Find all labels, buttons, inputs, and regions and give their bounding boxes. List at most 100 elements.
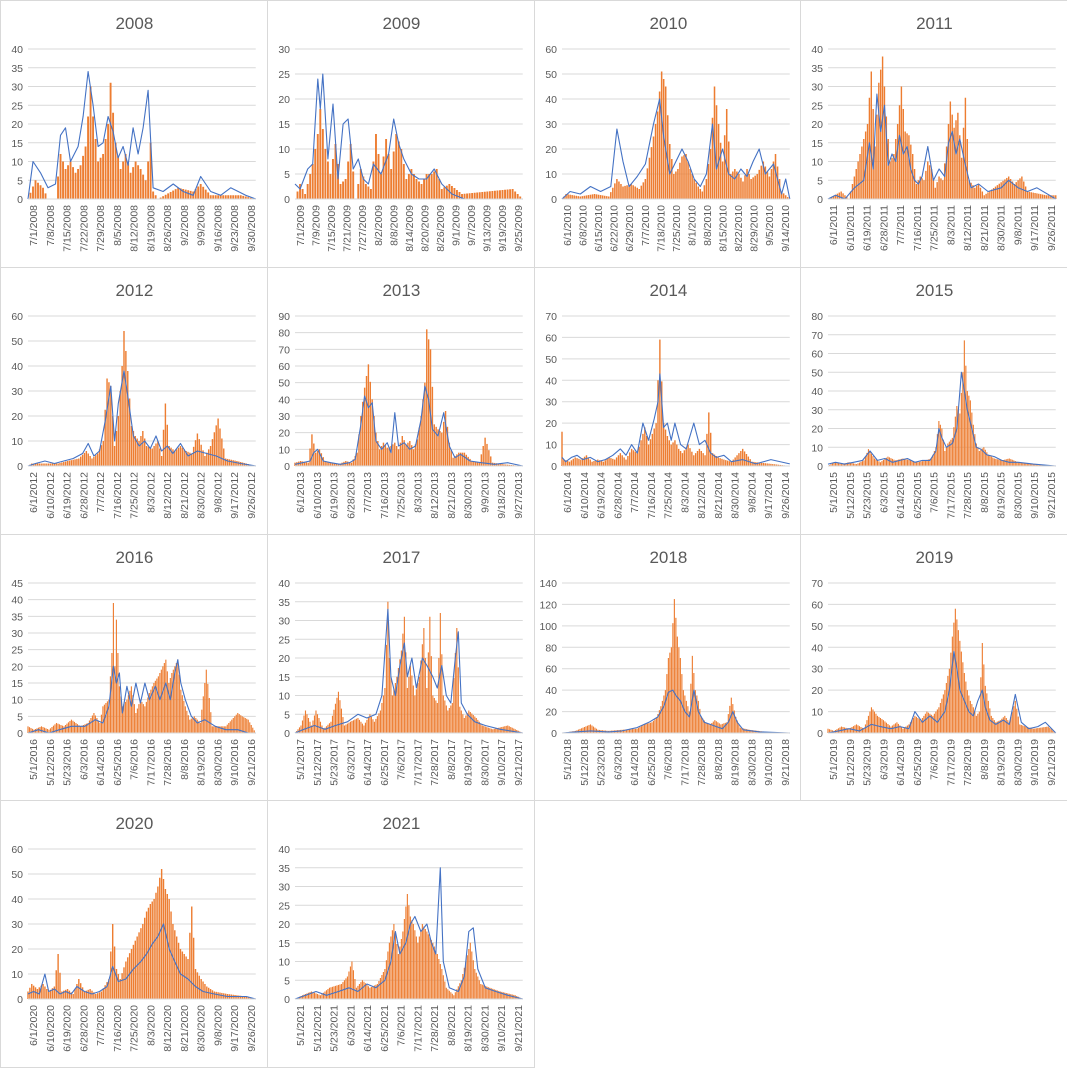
bar xyxy=(496,191,498,200)
bar xyxy=(387,952,388,1000)
bar xyxy=(92,117,94,200)
bar xyxy=(150,904,151,999)
bar xyxy=(345,724,346,732)
bar xyxy=(393,689,394,733)
x-tick-label: 7/7/2012 xyxy=(95,472,107,513)
x-tick-label: 9/10/2016 xyxy=(229,738,241,785)
bar xyxy=(468,193,470,199)
bar xyxy=(480,984,481,999)
bar xyxy=(161,869,162,999)
bar xyxy=(356,718,357,732)
bar xyxy=(66,723,67,732)
bar xyxy=(67,989,68,999)
x-tick-label: 6/28/2013 xyxy=(345,472,357,519)
bar xyxy=(428,935,429,1000)
bar xyxy=(167,894,168,999)
bar xyxy=(417,943,418,999)
bar xyxy=(366,985,367,999)
bar xyxy=(486,727,487,733)
bar xyxy=(627,456,628,466)
bar xyxy=(1016,708,1017,732)
bar xyxy=(458,192,460,199)
bar xyxy=(601,195,603,199)
bar xyxy=(721,162,723,200)
bar xyxy=(978,713,979,732)
bar xyxy=(852,727,853,733)
bar xyxy=(110,83,112,199)
bar xyxy=(348,972,349,1000)
y-tick-label: 10 xyxy=(812,157,824,169)
bar xyxy=(723,459,724,465)
bar xyxy=(939,421,940,466)
bar xyxy=(232,195,234,199)
bar xyxy=(414,695,415,733)
bar xyxy=(183,700,184,732)
bar xyxy=(320,996,321,1000)
bar xyxy=(582,727,583,732)
x-tick-label: 9/17/2011 xyxy=(1029,205,1041,251)
bar xyxy=(152,902,153,1000)
bar xyxy=(672,623,673,733)
bar xyxy=(67,165,69,199)
bar xyxy=(649,439,650,466)
x-tick-label: 7/25/2011 xyxy=(929,205,941,251)
x-tick-label: 6/25/2017 xyxy=(379,738,391,785)
bar xyxy=(347,723,348,732)
bar xyxy=(682,690,683,733)
x-tick-label: 9/23/2008 xyxy=(229,205,241,252)
bar xyxy=(372,987,373,1000)
bar xyxy=(744,728,745,732)
bar xyxy=(188,715,189,733)
bar xyxy=(1021,724,1022,732)
bar xyxy=(612,188,614,199)
bar xyxy=(708,412,709,466)
bar xyxy=(37,989,38,999)
bar xyxy=(95,139,97,199)
x-tick-label: 7/17/2017 xyxy=(412,738,424,785)
bar xyxy=(78,458,79,466)
bar xyxy=(942,428,943,466)
bar xyxy=(645,436,646,466)
bar xyxy=(438,959,439,999)
bar xyxy=(225,195,227,199)
x-tick-label: 8/22/2010 xyxy=(733,205,745,252)
y-tick-label: 60 xyxy=(545,663,557,675)
y-tick-label: 0 xyxy=(284,461,290,473)
x-tick-label: 6/25/2016 xyxy=(112,738,124,785)
bar xyxy=(178,447,179,465)
bar xyxy=(883,460,884,466)
x-tick-label: 6/10/2013 xyxy=(312,472,324,519)
bar xyxy=(441,432,442,465)
y-tick-label: 0 xyxy=(17,994,23,1006)
bar xyxy=(125,962,126,1000)
x-tick-label: 8/12/2013 xyxy=(429,472,441,519)
bar xyxy=(215,726,216,733)
bar xyxy=(972,412,973,465)
bar xyxy=(367,364,368,466)
bar xyxy=(215,195,217,199)
x-tick-label: 8/12/2011 xyxy=(962,205,974,251)
bar xyxy=(588,725,589,733)
bar xyxy=(507,725,508,733)
bar xyxy=(739,727,740,732)
bar xyxy=(300,725,301,733)
bar xyxy=(230,721,231,733)
chart-title: 2009 xyxy=(382,14,420,33)
y-tick-label: 20 xyxy=(278,94,290,106)
bar xyxy=(462,714,463,733)
bar xyxy=(252,727,253,732)
bar xyxy=(327,989,328,999)
bar xyxy=(404,919,405,999)
bar xyxy=(419,937,420,1000)
bar xyxy=(357,184,359,199)
x-tick-label: 8/19/2015 xyxy=(996,472,1008,519)
bar xyxy=(782,193,784,199)
bar xyxy=(315,994,316,1000)
bar xyxy=(644,179,646,199)
bar xyxy=(146,446,147,466)
bar xyxy=(638,189,640,199)
bar xyxy=(308,718,309,733)
bar xyxy=(486,444,487,466)
bar xyxy=(487,727,488,732)
